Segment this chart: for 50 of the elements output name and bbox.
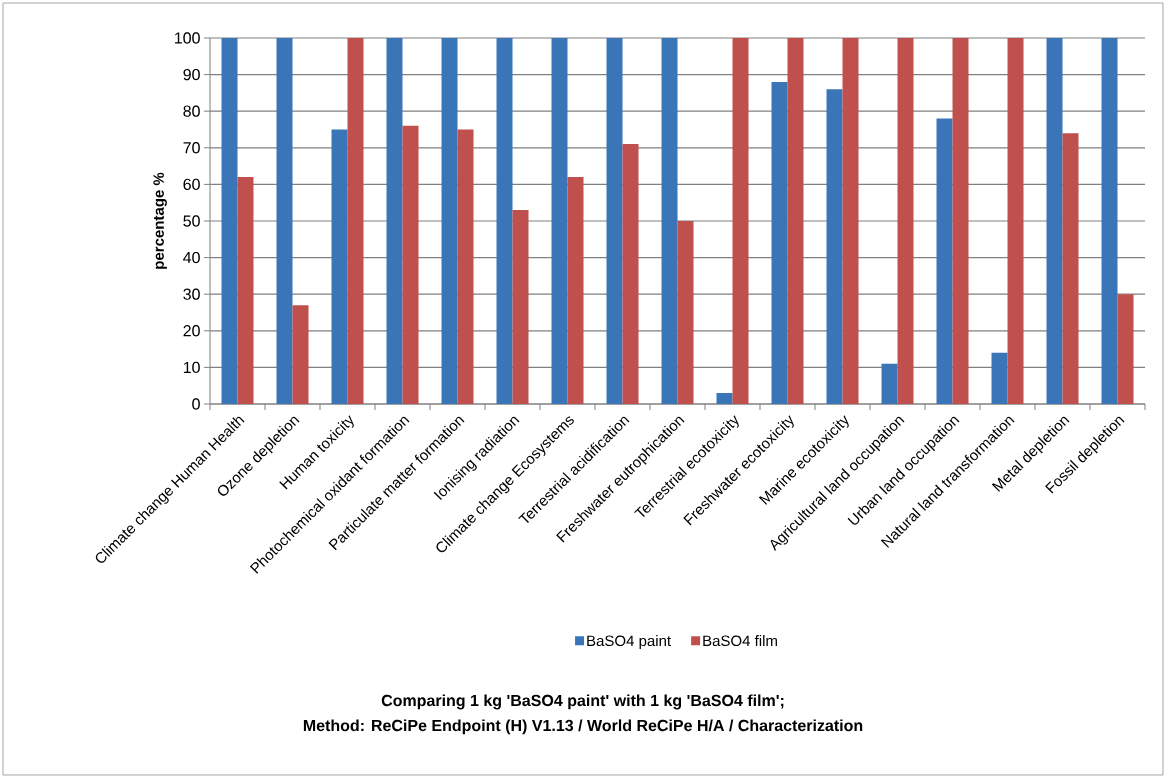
bar bbox=[677, 220, 694, 404]
bar bbox=[512, 210, 529, 404]
bar bbox=[496, 37, 513, 404]
bar bbox=[457, 129, 474, 404]
bar bbox=[567, 177, 584, 404]
y-tick-label: 60 bbox=[183, 178, 200, 191]
y-tick-label: 80 bbox=[183, 105, 200, 117]
bar bbox=[347, 37, 364, 404]
y-tick-label: 70 bbox=[183, 142, 200, 154]
bar bbox=[1046, 37, 1063, 404]
bar bbox=[237, 177, 254, 404]
y-tick-label: 100 bbox=[175, 32, 200, 44]
bar bbox=[386, 37, 403, 404]
y-tick-label: 10 bbox=[183, 361, 200, 374]
bar bbox=[551, 37, 568, 404]
bar bbox=[826, 89, 843, 404]
bar bbox=[771, 81, 788, 404]
bar bbox=[716, 393, 733, 404]
bar bbox=[276, 37, 293, 404]
bar bbox=[606, 37, 623, 404]
y-tick-label: 30 bbox=[183, 288, 200, 300]
bar bbox=[897, 37, 914, 404]
y-tick-label: 90 bbox=[183, 68, 200, 81]
legend-label: BaSO4 paint bbox=[587, 635, 671, 650]
y-tick-label: 20 bbox=[183, 325, 200, 337]
text: Method: ReCiPe Endpoint (H) V1.13 / World ReCiPe H/A / Characterization bbox=[303, 719, 863, 735]
bar bbox=[331, 129, 348, 404]
bar bbox=[842, 37, 859, 404]
y-tick-label: 50 bbox=[183, 215, 200, 227]
bar bbox=[952, 37, 969, 404]
bar bbox=[1117, 294, 1134, 404]
bar bbox=[1062, 133, 1079, 404]
bar bbox=[1101, 37, 1118, 404]
bar bbox=[991, 352, 1008, 404]
bar bbox=[732, 37, 749, 404]
bar bbox=[661, 37, 678, 404]
legend-label: BaSO4 film bbox=[703, 635, 777, 647]
bar bbox=[936, 118, 953, 404]
bar bbox=[292, 305, 309, 404]
bar bbox=[622, 144, 639, 404]
text: Comparing 1 kg 'BaSO4 paint' with 1 kg 'BaSO4 film'; bbox=[381, 694, 784, 710]
y-axis-title: percentage % bbox=[153, 172, 167, 269]
bar bbox=[1007, 37, 1024, 404]
bar bbox=[441, 37, 458, 404]
bar bbox=[402, 125, 419, 404]
bar bbox=[881, 363, 898, 404]
bar bbox=[221, 37, 238, 404]
y-tick-label: 40 bbox=[183, 251, 200, 264]
bar bbox=[787, 37, 804, 404]
y-tick-label: 0 bbox=[192, 398, 200, 410]
